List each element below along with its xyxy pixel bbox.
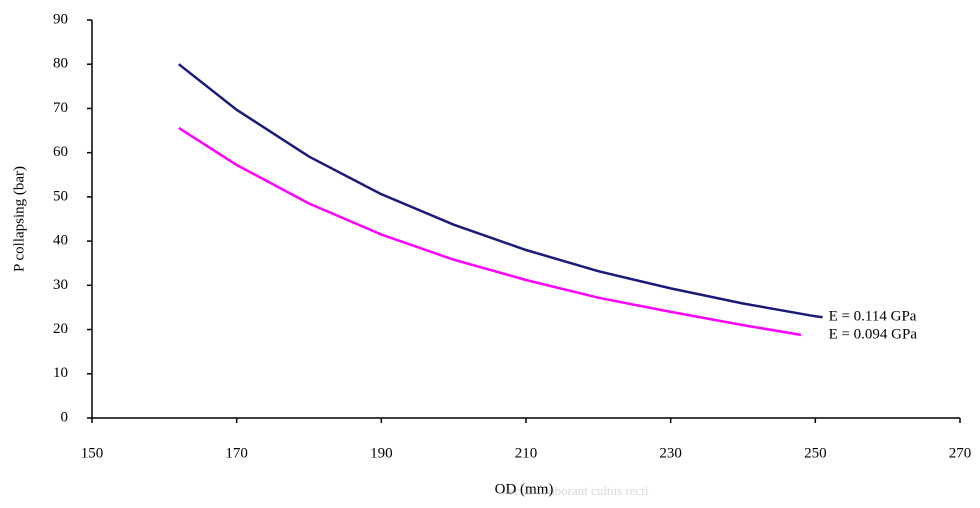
y-tick-label: 50 xyxy=(53,188,68,204)
series-label: E = 0.114 GPa xyxy=(829,309,917,325)
x-tick-label: 190 xyxy=(370,445,393,461)
x-tick-label: 210 xyxy=(515,445,538,461)
series-label: E = 0.094 GPa xyxy=(829,326,918,342)
x-tick-label: 250 xyxy=(804,445,827,461)
y-tick-label: 70 xyxy=(53,100,68,116)
y-tick-label: 80 xyxy=(53,56,68,72)
y-tick-label: 10 xyxy=(53,365,68,381)
chart: Pectora roborant cultus recti OD (mm) P … xyxy=(0,0,980,508)
data-line xyxy=(179,64,823,317)
y-tick-label: 40 xyxy=(53,233,68,249)
data-line xyxy=(179,128,801,335)
x-tick-label: 170 xyxy=(225,445,248,461)
y-tick-label: 90 xyxy=(53,11,68,27)
y-tick-label: 20 xyxy=(53,321,68,337)
x-tick-label: 270 xyxy=(949,445,972,461)
y-axis-title: P collapsing (bar) xyxy=(11,166,27,272)
y-tick-label: 30 xyxy=(53,277,68,293)
y-tick-label: 0 xyxy=(61,409,69,425)
x-axis-title: OD (mm) xyxy=(495,481,554,497)
x-tick-label: 150 xyxy=(81,445,104,461)
y-tick-label: 60 xyxy=(53,144,68,160)
x-tick-label: 230 xyxy=(659,445,682,461)
